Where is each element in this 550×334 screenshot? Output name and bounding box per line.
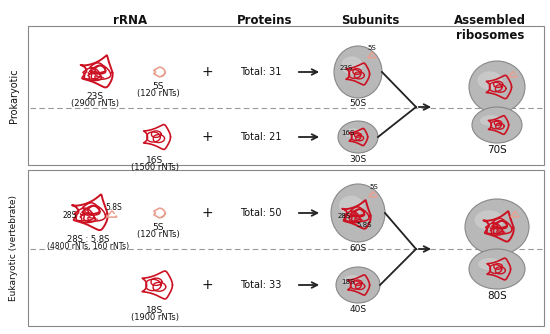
Text: 28S: 28S	[63, 210, 77, 219]
Ellipse shape	[472, 107, 522, 143]
Ellipse shape	[338, 121, 378, 153]
Bar	[28, 170, 544, 326]
Text: (1900 rNTs): (1900 rNTs)	[131, 313, 179, 322]
Text: Eukaryotic (vertebrate): Eukaryotic (vertebrate)	[9, 195, 19, 301]
Ellipse shape	[344, 128, 361, 138]
Ellipse shape	[465, 199, 529, 255]
Text: Total: 33: Total: 33	[240, 280, 282, 290]
Text: 5.8S: 5.8S	[356, 222, 372, 228]
Ellipse shape	[469, 249, 525, 289]
Text: Total: 31: Total: 31	[240, 67, 282, 77]
Text: +: +	[201, 278, 213, 292]
Text: Total: 50: Total: 50	[240, 208, 282, 218]
Text: 5S: 5S	[152, 223, 164, 232]
Text: 16S: 16S	[146, 156, 164, 165]
Text: rRNA: rRNA	[113, 14, 147, 27]
Text: 5.8S: 5.8S	[106, 202, 122, 211]
Text: 28S: 28S	[337, 213, 351, 219]
Text: 50S: 50S	[349, 99, 367, 108]
Text: +: +	[201, 130, 213, 144]
Text: Assembled
ribosomes: Assembled ribosomes	[454, 14, 526, 42]
Ellipse shape	[334, 46, 382, 98]
Text: (1500 rNTs): (1500 rNTs)	[131, 163, 179, 172]
Text: 40S: 40S	[349, 305, 366, 314]
Text: 70S: 70S	[487, 145, 507, 155]
Bar	[28, 26, 544, 165]
Text: Prokaryotic: Prokaryotic	[9, 68, 19, 123]
Text: 23S: 23S	[339, 65, 353, 71]
Ellipse shape	[477, 71, 503, 90]
Text: (4800 rNTs, 160 rNTs): (4800 rNTs, 160 rNTs)	[47, 242, 129, 251]
Ellipse shape	[475, 210, 503, 230]
Text: Total: 21: Total: 21	[240, 132, 282, 142]
Text: (120 rNTs): (120 rNTs)	[136, 230, 179, 239]
Text: 23S: 23S	[86, 92, 103, 101]
Text: 18S: 18S	[146, 306, 164, 315]
Text: 5S: 5S	[367, 45, 376, 51]
Ellipse shape	[469, 61, 525, 113]
Ellipse shape	[341, 56, 363, 74]
Ellipse shape	[331, 184, 385, 242]
Text: +: +	[201, 65, 213, 79]
Ellipse shape	[343, 275, 362, 286]
Ellipse shape	[336, 267, 380, 303]
Text: (120 rNTs): (120 rNTs)	[136, 89, 179, 98]
Ellipse shape	[480, 115, 502, 126]
Text: 60S: 60S	[349, 244, 367, 253]
Text: 5S: 5S	[152, 82, 164, 91]
Text: Subunits: Subunits	[341, 14, 399, 27]
Text: 28S : 5.8S: 28S : 5.8S	[67, 235, 109, 244]
Text: (2900 rNTs): (2900 rNTs)	[71, 99, 119, 108]
Text: 16S: 16S	[342, 130, 355, 136]
Text: 5S: 5S	[370, 184, 378, 190]
Ellipse shape	[478, 258, 502, 270]
Text: 18S: 18S	[342, 279, 355, 285]
Ellipse shape	[339, 196, 364, 216]
Text: Proteins: Proteins	[237, 14, 293, 27]
Text: 30S: 30S	[349, 155, 367, 164]
Text: +: +	[201, 206, 213, 220]
Text: 80S: 80S	[487, 291, 507, 301]
